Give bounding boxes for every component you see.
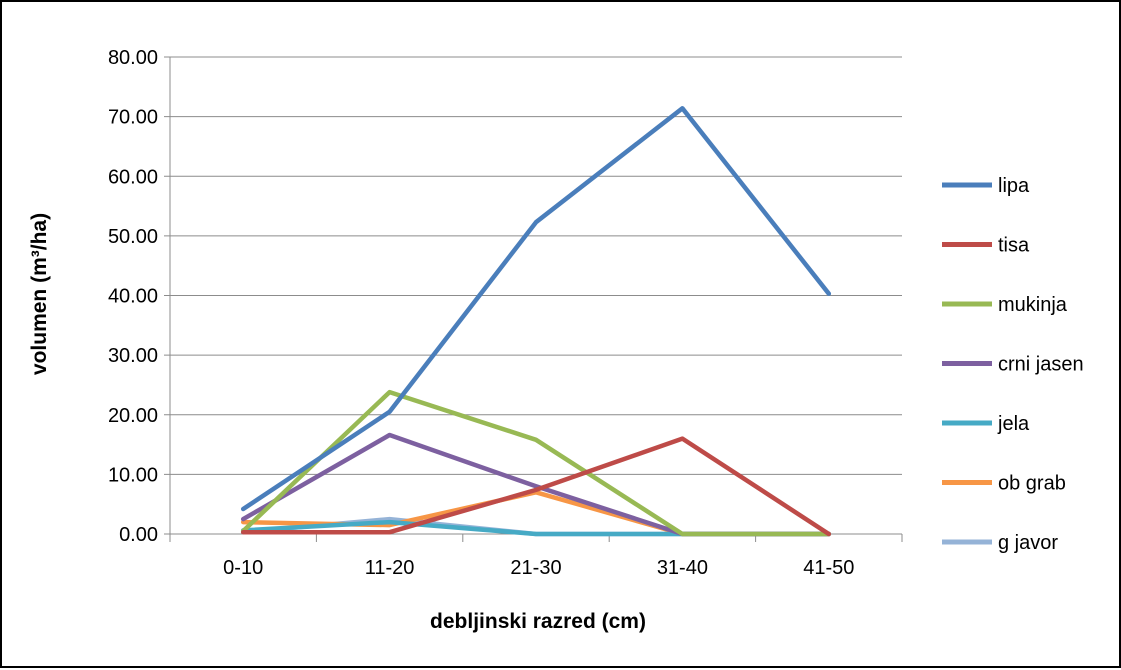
y-tick-label: 80.00: [108, 47, 158, 69]
series-lines: [240, 106, 832, 537]
y-tick-label: 40.00: [108, 286, 158, 308]
y-axis-title: volumen (m³/ha): [28, 213, 51, 375]
series-line-mukinja: [240, 389, 832, 537]
y-tick-label: 0.00: [119, 524, 158, 546]
gridlines: [170, 56, 902, 475]
legend-label-crni-jasen: crni jasen: [998, 354, 1084, 376]
x-tick-label: 41-50: [803, 557, 854, 579]
y-tick-label: 10.00: [108, 464, 158, 486]
y-tick-label: 70.00: [108, 107, 158, 129]
x-tick-label: 0-10: [223, 557, 263, 579]
y-tick-label: 60.00: [108, 166, 158, 188]
y-tick-label: 30.00: [108, 345, 158, 367]
x-axis-title: debljinski razred (cm): [430, 610, 646, 633]
x-tick-label: 11-20: [365, 557, 415, 579]
legend-label-tisa: tisa: [998, 235, 1030, 257]
x-tick-label: 31-40: [657, 557, 708, 579]
legend-label-lipa: lipa: [998, 175, 1030, 197]
series-line-tisa: [240, 436, 832, 537]
series-line-ob-grab: [240, 490, 832, 537]
y-tick-label: 50.00: [108, 226, 158, 248]
legend-label-ob-grab: ob grab: [998, 473, 1066, 495]
x-tick-label: 21-30: [510, 557, 561, 579]
legend-label-g-javor: g javor: [998, 532, 1058, 554]
series-line-lipa: [240, 106, 832, 512]
legend: lipa tisa mukinja crni jasen jela ob grab g ja…: [942, 175, 1084, 554]
legend-label-mukinja: mukinja: [998, 294, 1068, 316]
legend-label-jela: jela: [997, 413, 1030, 435]
y-tick-label: 20.00: [108, 405, 158, 427]
